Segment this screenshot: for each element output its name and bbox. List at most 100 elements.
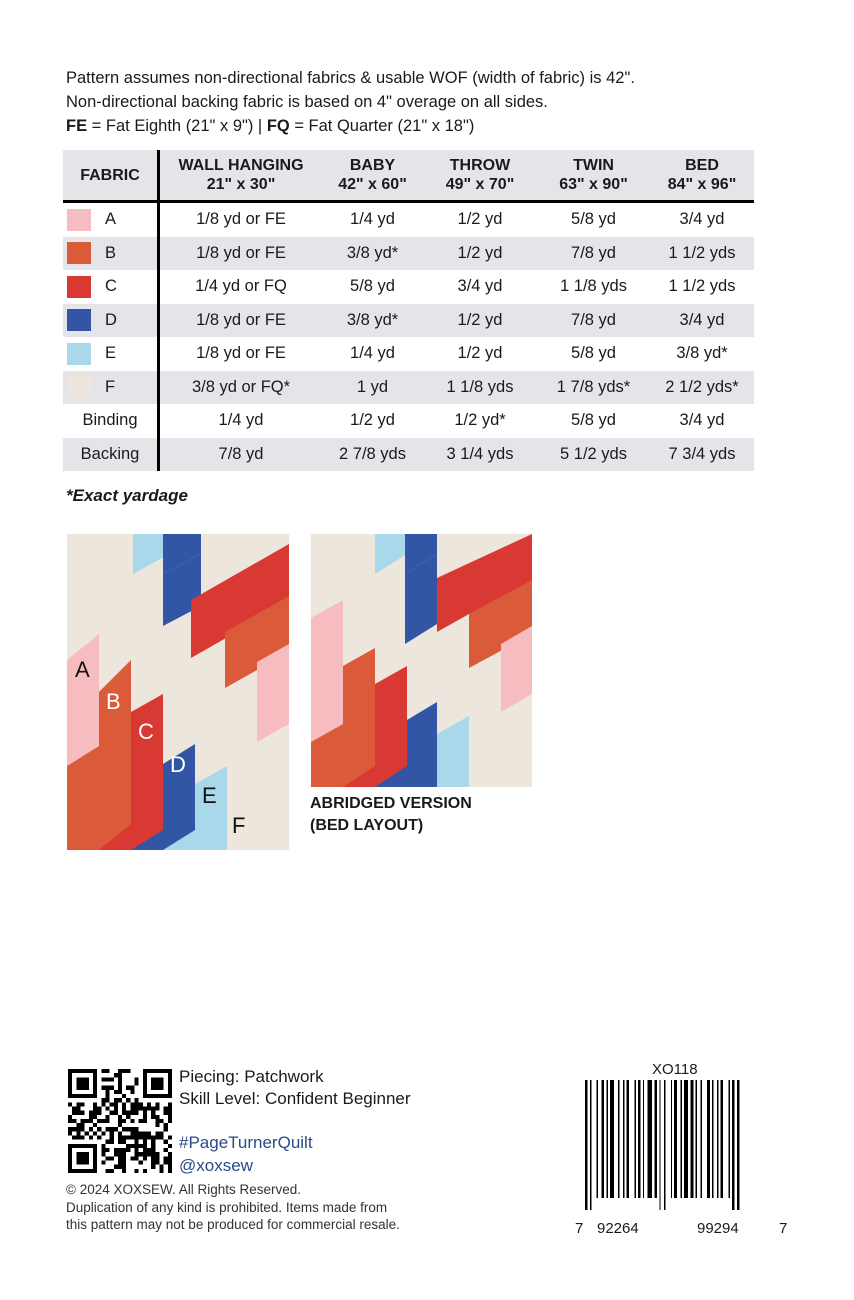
piecing-text: Piecing: Patchwork xyxy=(179,1067,324,1086)
abridged-patch-c1 xyxy=(437,534,532,632)
yardage-cell: 3/4 yd xyxy=(457,277,503,296)
barcode-icon xyxy=(585,1080,740,1210)
fabric-cell: F xyxy=(63,370,160,404)
abridged-patch-c2 xyxy=(343,666,407,787)
yardage-cell: 1 7/8 yds* xyxy=(537,370,650,404)
table-row: F 3/8 yd or FQ* 1 yd 1 1/8 yds 1 7/8 yds* 2 1… xyxy=(63,370,754,404)
intro-line-1: Pattern assumes non-directional fabrics … xyxy=(66,69,635,87)
fabric-swatch xyxy=(67,376,91,399)
yardage-cell: 2 1/2 yds* xyxy=(650,370,754,404)
copyright-line-3: this pattern may not be produced for com… xyxy=(66,1217,400,1232)
abridged-patch-d2 xyxy=(405,554,437,644)
barcode-digits-left: 92264 xyxy=(597,1220,639,1237)
fe-text: = Fat Eighth (21" x 9") | xyxy=(87,117,267,135)
fabric-label: F xyxy=(63,376,157,399)
yardage-cell: 1/2 yd* xyxy=(454,411,506,430)
qr-code-icon xyxy=(68,1069,172,1173)
quilt-patch-c2 xyxy=(99,694,163,850)
quilt-diagram-abridged xyxy=(311,534,532,787)
yardage-cell: 1/4 yd xyxy=(350,344,395,363)
fabric-cell: Binding xyxy=(63,404,160,438)
skill-level-text: Skill Level: Confident Beginner xyxy=(179,1089,411,1108)
fabric-label: B xyxy=(63,242,157,265)
table-row: B 1/8 yd or FE 3/8 yd* 1/2 yd 7/8 yd 1 1/2 yd… xyxy=(63,236,754,270)
yardage-cell: 1/2 yd xyxy=(423,303,537,337)
quilt-patch-b2 xyxy=(67,660,131,850)
yardage-cell: 1/8 yd or FE xyxy=(158,236,322,270)
yardage-cell: 3/4 yd xyxy=(679,210,725,229)
copyright-line-1: © 2024 XOXSEW. All Rights Reserved. xyxy=(66,1182,302,1197)
yardage-cell: 1 1/2 yds xyxy=(668,277,736,296)
yardage-cell: 1 1/8 yds xyxy=(423,370,537,404)
abridged-line-1: ABRIDGED VERSION xyxy=(310,795,472,812)
barcode-digit-last: 7 xyxy=(779,1220,788,1237)
yardage-cell: 3/4 yd xyxy=(650,303,754,337)
yardage-cell: 1/2 yd xyxy=(457,210,503,229)
abridged-patch-e2 xyxy=(437,716,469,787)
copyright-line-2: Duplication of any kind is prohibited. I… xyxy=(66,1199,388,1215)
fabric-letter: D xyxy=(105,310,117,329)
yardage-cell: 3/8 yd* xyxy=(322,236,423,270)
yardage-cell: 1/4 yd xyxy=(350,210,395,229)
yardage-cell: 5/8 yd xyxy=(571,344,616,363)
yardage-cell: 1/8 yd or FE xyxy=(196,344,286,363)
copyright-notice: © 2024 XOXSEW. All Rights Reserved. Dupl… xyxy=(66,1181,400,1234)
yardage-cell: 7/8 yd xyxy=(158,437,322,471)
fabric-swatch xyxy=(67,242,91,265)
table-row: D 1/8 yd or FE 3/8 yd* 1/2 yd 7/8 yd 3/4 yd xyxy=(63,303,754,337)
table-row: E 1/8 yd or FE 1/4 yd 1/2 yd 5/8 yd 3/8 yd* xyxy=(63,337,754,371)
header-wall-hanging: WALL HANGING 21" x 30" xyxy=(158,150,322,203)
yardage-cell: 1 1/2 yds xyxy=(650,236,754,270)
yardage-cell: 5 1/2 yds xyxy=(537,437,650,471)
social-tags: #PageTurnerQuilt @xoxsew xyxy=(179,1131,313,1177)
quilt-patch-e1 xyxy=(133,534,169,574)
yardage-cell: 7/8 yd xyxy=(537,303,650,337)
quilt-label-d: D xyxy=(170,752,186,777)
yardage-cell: 5/8 yd xyxy=(571,210,616,229)
yardage-cell: 3 1/4 yds xyxy=(423,437,537,471)
exact-yardage-note: *Exact yardage xyxy=(66,486,188,505)
hashtag-link[interactable]: #PageTurnerQuilt xyxy=(179,1133,313,1152)
table-header-row: FABRIC WALL HANGING 21" x 30" BABY 42" x 6… xyxy=(63,150,754,203)
header-twin: TWIN 63" x 90" xyxy=(537,150,650,203)
quilt-label-a: A xyxy=(75,657,90,682)
fabric-letter: C xyxy=(105,277,117,296)
quilt-label-f: F xyxy=(232,813,245,838)
fabric-label: D xyxy=(63,309,157,332)
yardage-cell: 7 3/4 yds xyxy=(650,437,754,471)
yardage-cell: 1/8 yd or FE xyxy=(158,303,322,337)
abridged-patch-d1 xyxy=(405,534,437,574)
quilt-diagram-full: A B C D E F xyxy=(67,534,289,850)
fabric-swatch xyxy=(67,275,91,298)
yardage-cell: 1/4 yd or FQ xyxy=(195,277,287,296)
quilt-label-b: B xyxy=(106,689,121,714)
yardage-cell: 5/8 yd xyxy=(571,411,616,430)
abridged-patch-a2 xyxy=(311,600,343,742)
yardage-cell: 1/2 yd xyxy=(457,344,503,363)
fabric-letter: E xyxy=(105,344,117,363)
yardage-cell: 7/8 yd xyxy=(537,236,650,270)
fe-abbr: FE xyxy=(66,117,88,135)
handle-link[interactable]: @xoxsew xyxy=(179,1156,253,1175)
fabric-label: C xyxy=(63,275,157,298)
fq-text: = Fat Quarter (21" x 18") xyxy=(289,117,475,135)
fabric-letter: F xyxy=(105,377,116,396)
intro-text: Pattern assumes non-directional fabrics … xyxy=(66,66,635,138)
abridged-patch-b2 xyxy=(311,648,375,787)
quilt-patch-b1 xyxy=(225,596,289,688)
yardage-cell: 3/8 yd* xyxy=(676,344,728,363)
fabric-letter: B xyxy=(105,243,117,262)
sku-code: XO118 xyxy=(652,1061,698,1078)
fabric-label: E xyxy=(63,342,157,365)
table-row: A 1/8 yd or FE 1/4 yd 1/2 yd 5/8 yd 3/4 yd xyxy=(63,201,754,237)
fabric-swatch xyxy=(67,309,91,332)
table-row: Backing 7/8 yd 2 7/8 yds 3 1/4 yds 5 1/2 yds… xyxy=(63,437,754,471)
quilt-patch-e2 xyxy=(163,766,227,850)
yardage-cell: 1 yd xyxy=(322,370,423,404)
intro-line-3: FE = Fat Eighth (21" x 9") | FQ = Fat Qu… xyxy=(66,114,635,138)
quilt-patch-d3 xyxy=(131,744,195,850)
abridged-caption: ABRIDGED VERSION (BED LAYOUT) xyxy=(310,793,472,837)
yardage-cell: 2 7/8 yds xyxy=(322,437,423,471)
quilt-patch-c1 xyxy=(191,544,289,658)
fabric-cell: C xyxy=(63,270,160,304)
